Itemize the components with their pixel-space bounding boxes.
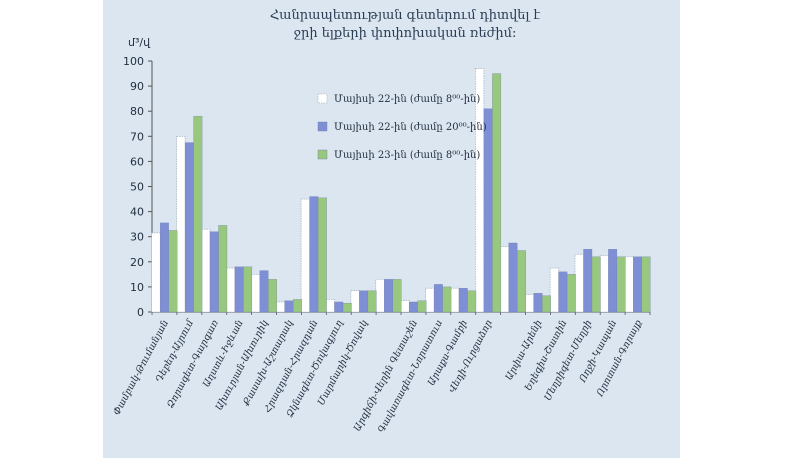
legend: Մայիսի 22-ին (ժամը 8⁰⁰-ին) Մայիսի 22-ին (… bbox=[317, 93, 487, 161]
bar-series-1 bbox=[350, 290, 360, 313]
bar-series-1 bbox=[400, 300, 410, 313]
bar-series-2 bbox=[234, 266, 244, 313]
bar-series-1 bbox=[425, 287, 435, 313]
bar-series-3 bbox=[218, 225, 228, 313]
bar-series-1 bbox=[574, 253, 584, 313]
y-tick-label: 80 bbox=[130, 105, 144, 118]
bar-series-1 bbox=[524, 294, 535, 313]
y-tick-label: 30 bbox=[130, 231, 144, 244]
chart-title-line-1: Հանրապետության գետերում դիտվել է bbox=[270, 8, 541, 23]
y-tick-label: 20 bbox=[130, 256, 144, 269]
legend-swatch-1 bbox=[317, 93, 328, 104]
bar-series-3 bbox=[566, 274, 576, 313]
y-tick-label: 0 bbox=[137, 306, 144, 319]
legend-label-3: Մայիսի 23-ին (ժամը 8⁰⁰-ին) bbox=[334, 150, 480, 161]
bar-series-3 bbox=[417, 300, 427, 313]
bar-series-1 bbox=[226, 267, 236, 313]
bar-series-2 bbox=[633, 256, 642, 313]
bar-series-1 bbox=[375, 279, 385, 313]
bar-series-3 bbox=[243, 266, 253, 313]
bar-series-2 bbox=[508, 242, 518, 313]
bar-series-1 bbox=[176, 136, 186, 313]
bar-series-1 bbox=[325, 299, 335, 313]
bar-series-3 bbox=[342, 303, 352, 313]
bar-series-3 bbox=[467, 290, 477, 313]
bar-series-3 bbox=[268, 279, 277, 313]
bar-series-1 bbox=[251, 274, 261, 313]
bar-series-2 bbox=[160, 222, 169, 313]
y-tick-label: 10 bbox=[130, 281, 144, 294]
y-tick-label: 60 bbox=[130, 155, 144, 168]
bar-series-2 bbox=[608, 249, 618, 313]
bar-series-1 bbox=[275, 301, 286, 313]
bar-series-3 bbox=[492, 73, 502, 313]
legend-swatch-3 bbox=[317, 149, 328, 160]
bar-series-2 bbox=[259, 270, 269, 313]
y-tick-label: 40 bbox=[130, 206, 144, 219]
bar-series-2 bbox=[359, 290, 369, 313]
bar-series-1 bbox=[549, 267, 559, 313]
bar-series-3 bbox=[293, 299, 302, 313]
bar-series-3 bbox=[442, 286, 452, 313]
y-axis-unit-label: մ³/վ bbox=[128, 36, 151, 49]
bar-series-3 bbox=[641, 256, 651, 313]
bar-series-1 bbox=[151, 232, 161, 313]
bar-series-2 bbox=[533, 293, 543, 313]
bars bbox=[151, 68, 651, 313]
y-tick-label: 100 bbox=[123, 55, 144, 68]
legend-label-2: Մայիսի 22-ին (ժամը 20⁰⁰-ին) bbox=[334, 122, 487, 133]
bar-series-1 bbox=[599, 255, 609, 313]
bar-series-1 bbox=[201, 228, 211, 313]
bar-series-2 bbox=[558, 271, 568, 313]
bar-series-1 bbox=[450, 287, 460, 313]
bar-series-3 bbox=[542, 295, 551, 313]
legend-swatch-2 bbox=[317, 121, 328, 132]
y-tick-label: 70 bbox=[130, 130, 144, 143]
bar-series-3 bbox=[168, 230, 178, 313]
bar-series-2 bbox=[583, 249, 593, 313]
category-label: Որոտան-Գորայք bbox=[594, 318, 644, 399]
bar-series-2 bbox=[458, 288, 468, 313]
bar-series-1 bbox=[499, 246, 510, 313]
bar-series-3 bbox=[616, 256, 626, 313]
bar-series-2 bbox=[184, 142, 194, 313]
chart-title-line-2: ջրի ելքերի փոփոխական ռեժիմ: bbox=[294, 26, 517, 41]
legend-label-1: Մայիսի 22-ին (ժամը 8⁰⁰-ին) bbox=[334, 94, 480, 105]
bar-series-2 bbox=[483, 108, 493, 313]
bar-series-3 bbox=[317, 197, 327, 313]
bar-series-2 bbox=[309, 196, 319, 313]
bar-series-1 bbox=[624, 256, 634, 313]
bar-series-2 bbox=[334, 301, 344, 313]
y-tick-label: 50 bbox=[130, 181, 144, 194]
bar-series-1 bbox=[300, 198, 310, 313]
bar-series-3 bbox=[367, 290, 377, 313]
bar-series-3 bbox=[193, 116, 203, 313]
bar-series-3 bbox=[517, 250, 526, 313]
bar-series-3 bbox=[392, 279, 402, 313]
bar-series-2 bbox=[284, 300, 294, 313]
bar-series-2 bbox=[409, 301, 418, 313]
bar-series-1 bbox=[475, 68, 485, 313]
bar-series-3 bbox=[591, 256, 601, 313]
category-labels: Փամբակ-ԹումանյանԴեբեդ-ԱյրումՁորագետ-Գարգ… bbox=[111, 317, 644, 434]
bar-series-2 bbox=[384, 279, 393, 313]
bar-series-2 bbox=[433, 284, 443, 313]
y-tick-label: 90 bbox=[130, 80, 144, 93]
bar-series-2 bbox=[209, 231, 219, 313]
